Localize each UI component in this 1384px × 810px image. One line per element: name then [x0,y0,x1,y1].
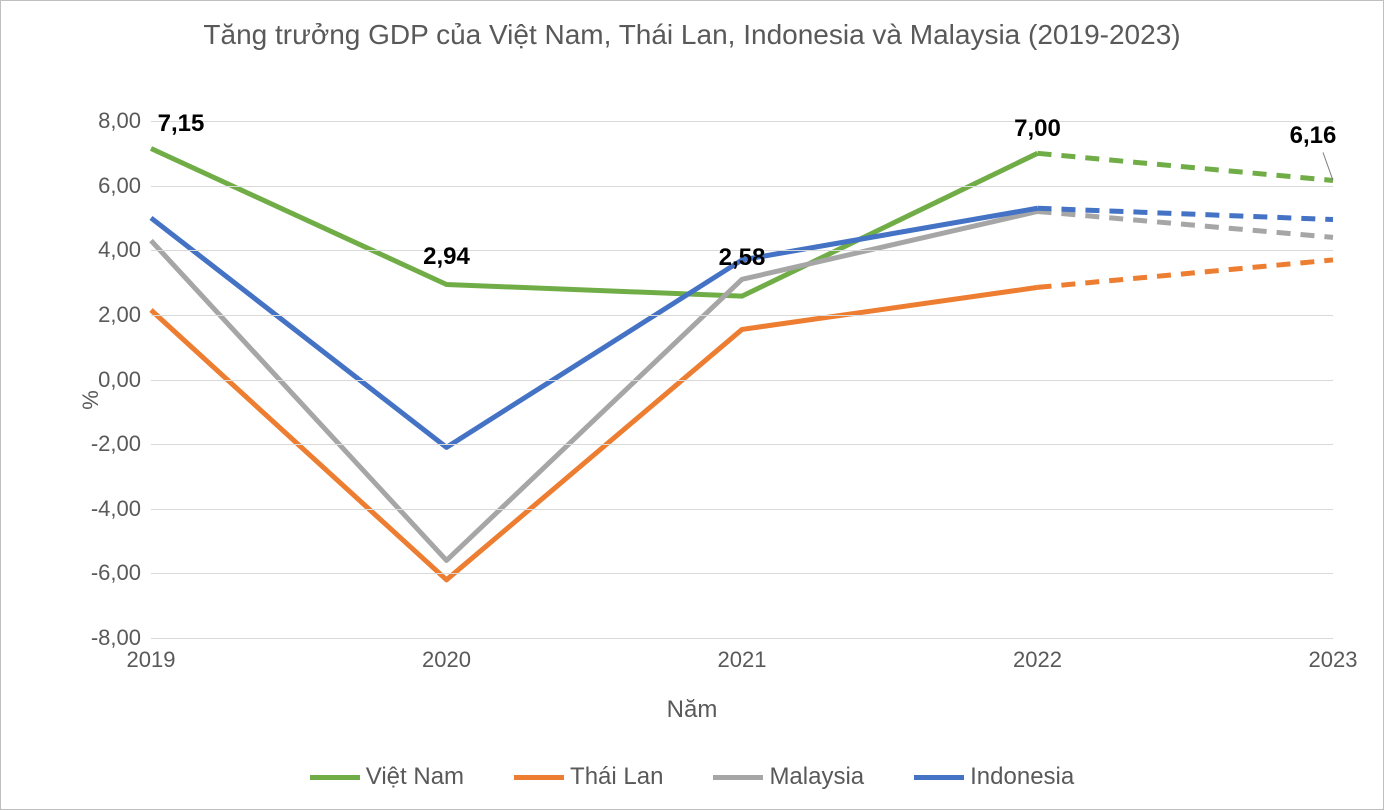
legend-swatch [713,775,763,780]
legend-label: Indonesia [970,763,1074,791]
legend-item: Indonesia [914,763,1074,791]
x-tick-label: 2023 [1309,647,1358,673]
legend-item: Thái Lan [514,763,663,791]
x-tick-label: 2020 [422,647,471,673]
grid-line [151,121,1333,122]
grid-line [151,444,1333,445]
legend: Việt Nam Thái Lan Malaysia Indonesia [1,763,1383,791]
legend-label: Thái Lan [570,763,663,791]
chart-title: Tăng trưởng GDP của Việt Nam, Thái Lan, … [1,1,1383,61]
y-tick-label: 2,00 [71,302,141,328]
y-tick-label: 4,00 [71,237,141,263]
y-axis-label: % [78,390,104,410]
legend-swatch [514,775,564,780]
grid-line [151,186,1333,187]
leader-line [1323,152,1333,180]
legend-swatch [914,775,964,780]
data-label: 2,94 [423,243,470,271]
data-label: 6,16 [1290,122,1337,150]
legend-item: Việt Nam [310,763,464,791]
legend-swatch [310,775,360,780]
data-label: 7,15 [158,110,205,138]
x-tick-label: 2022 [1013,647,1062,673]
series-line-dashed [1038,208,1334,219]
x-axis-label: Năm [1,696,1383,724]
grid-line [151,509,1333,510]
y-tick-label: -4,00 [71,496,141,522]
legend-label: Malaysia [769,763,864,791]
grid-line [151,380,1333,381]
data-label: 7,00 [1014,115,1061,143]
chart-container: Tăng trưởng GDP của Việt Nam, Thái Lan, … [0,0,1384,810]
y-tick-label: -2,00 [71,431,141,457]
grid-line [151,573,1333,574]
y-tick-label: -6,00 [71,560,141,586]
legend-label: Việt Nam [366,763,464,791]
y-tick-label: 6,00 [71,173,141,199]
y-tick-label: 8,00 [71,108,141,134]
series-line-dashed [1038,260,1334,287]
x-tick-label: 2021 [718,647,767,673]
series-line-dashed [1038,153,1334,180]
plot-wrap: % -8,00-6,00-4,00-2,000,002,004,006,008,… [71,121,1343,679]
series-line-solid [151,287,1038,579]
legend-item: Malaysia [713,763,864,791]
y-tick-label: 0,00 [71,367,141,393]
grid-line [151,315,1333,316]
x-tick-label: 2019 [127,647,176,673]
plot-area: -8,00-6,00-4,00-2,000,002,004,006,008,00… [151,121,1333,639]
series-line-solid [151,148,1038,296]
data-label: 2,58 [719,244,766,272]
